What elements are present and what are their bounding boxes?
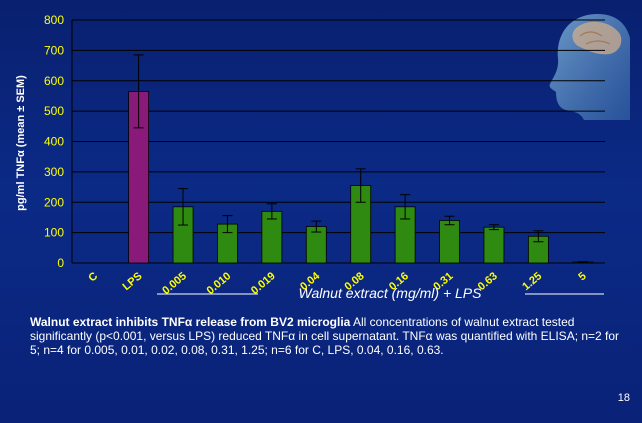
error-bar-1.25 (533, 230, 544, 243)
y-tick-label: 200 (44, 195, 64, 209)
error-bar-0.04 (311, 220, 322, 233)
error-bar-0.08 (355, 168, 366, 203)
y-tick-label: 300 (44, 165, 64, 179)
error-bar-0.63 (488, 224, 499, 231)
y-tick-label: 600 (44, 74, 64, 88)
x-axis-label: Walnut extract (mg/ml) + LPS (299, 285, 483, 301)
y-axis-label: pg/ml TNFα (mean ± SEM) (15, 75, 27, 211)
x-tick-label: C (86, 270, 100, 284)
x-tick-label: 1.25 (520, 270, 544, 293)
x-tick-label: 0.005 (160, 270, 189, 297)
slide-number: 18 (617, 392, 630, 404)
bars (128, 90, 594, 264)
error-bars (133, 54, 588, 263)
error-bar-5 (577, 261, 588, 263)
error-bar-0.005 (178, 188, 189, 226)
bar-chart: 0 100 200 300 400 500 600 700 800 C LPS 0.005 0.010… (15, 13, 605, 301)
caption-body: All concentrations of walnut extract tes… (30, 315, 620, 357)
y-tick-label: 700 (44, 43, 64, 57)
error-bar-0.019 (266, 203, 277, 220)
y-tick-label: 800 (44, 13, 64, 27)
figure-caption: Walnut extract inhibits TNFα release fro… (30, 315, 620, 357)
y-tick-label: 100 (44, 226, 64, 240)
axes (71, 20, 605, 264)
error-bar-0.010 (222, 215, 233, 234)
bar-0.31 (439, 220, 460, 264)
y-tick-label: 500 (44, 104, 64, 118)
y-tick-label: 0 (57, 256, 64, 270)
error-bar-0.31 (444, 215, 455, 226)
gridlines (72, 19, 605, 234)
x-tick-label: LPS (120, 270, 144, 293)
y-tick-label: 400 (44, 135, 64, 149)
x-tick-label: 5 (576, 270, 588, 283)
x-tick-label: 0.019 (249, 270, 278, 297)
caption-title: Walnut extract inhibits TNFα release fro… (30, 315, 351, 329)
error-bar-0.16 (400, 194, 411, 220)
human-head-brain-icon (549, 14, 630, 120)
error-bar-LPS (133, 54, 144, 129)
y-tick-labels: 0 100 200 300 400 500 600 700 800 (44, 13, 64, 270)
x-tick-label: 0.010 (205, 270, 234, 297)
bar-0.63 (483, 226, 505, 264)
